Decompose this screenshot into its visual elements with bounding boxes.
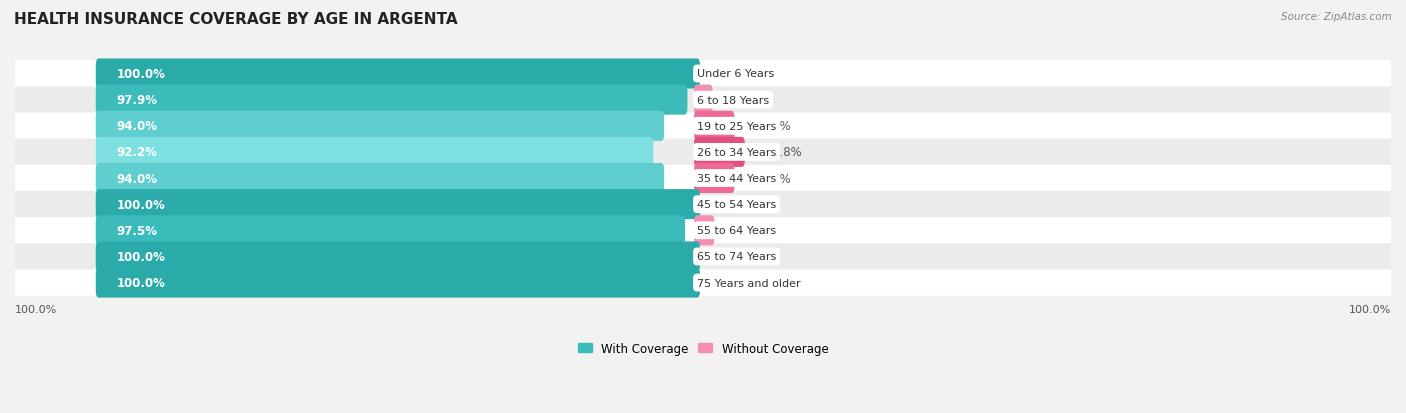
FancyBboxPatch shape <box>15 87 1391 114</box>
Text: 2.5%: 2.5% <box>741 224 770 237</box>
Text: 65 to 74 Years: 65 to 74 Years <box>697 252 776 262</box>
FancyBboxPatch shape <box>96 164 664 194</box>
Text: 0.0%: 0.0% <box>727 276 756 290</box>
Text: 19 to 25 Years: 19 to 25 Years <box>697 121 776 131</box>
Text: 97.5%: 97.5% <box>117 224 157 237</box>
Text: 97.9%: 97.9% <box>117 94 157 107</box>
FancyBboxPatch shape <box>96 59 700 89</box>
Text: 0.0%: 0.0% <box>727 250 756 263</box>
Text: HEALTH INSURANCE COVERAGE BY AGE IN ARGENTA: HEALTH INSURANCE COVERAGE BY AGE IN ARGE… <box>14 12 458 27</box>
FancyBboxPatch shape <box>15 166 1391 192</box>
Text: 26 to 34 Years: 26 to 34 Years <box>697 147 776 157</box>
FancyBboxPatch shape <box>96 190 700 220</box>
Text: 7.8%: 7.8% <box>772 146 801 159</box>
FancyBboxPatch shape <box>15 139 1391 166</box>
FancyBboxPatch shape <box>15 113 1391 140</box>
Text: 100.0%: 100.0% <box>117 198 166 211</box>
FancyBboxPatch shape <box>96 112 664 141</box>
FancyBboxPatch shape <box>695 164 734 194</box>
Text: 0.0%: 0.0% <box>727 68 756 81</box>
FancyBboxPatch shape <box>96 268 700 298</box>
Text: 6.0%: 6.0% <box>762 120 792 133</box>
Text: 35 to 44 Years: 35 to 44 Years <box>697 173 776 184</box>
Text: 100.0%: 100.0% <box>15 304 58 314</box>
FancyBboxPatch shape <box>15 244 1391 270</box>
Legend: With Coverage, Without Coverage: With Coverage, Without Coverage <box>578 342 828 355</box>
Text: 94.0%: 94.0% <box>117 172 157 185</box>
Text: 100.0%: 100.0% <box>1348 304 1391 314</box>
Text: 100.0%: 100.0% <box>117 250 166 263</box>
Text: 100.0%: 100.0% <box>117 276 166 290</box>
FancyBboxPatch shape <box>15 218 1391 244</box>
Text: 55 to 64 Years: 55 to 64 Years <box>697 226 776 236</box>
Text: 94.0%: 94.0% <box>117 120 157 133</box>
Text: 6 to 18 Years: 6 to 18 Years <box>697 95 769 105</box>
FancyBboxPatch shape <box>15 192 1391 218</box>
Text: 45 to 54 Years: 45 to 54 Years <box>697 199 776 210</box>
FancyBboxPatch shape <box>15 270 1391 296</box>
FancyBboxPatch shape <box>695 138 745 168</box>
FancyBboxPatch shape <box>695 216 714 246</box>
Text: 75 Years and older: 75 Years and older <box>697 278 800 288</box>
FancyBboxPatch shape <box>695 112 734 141</box>
Text: 6.0%: 6.0% <box>762 172 792 185</box>
Text: 100.0%: 100.0% <box>117 68 166 81</box>
Text: 92.2%: 92.2% <box>117 146 157 159</box>
FancyBboxPatch shape <box>695 85 713 115</box>
Text: 0.0%: 0.0% <box>727 198 756 211</box>
Text: 2.2%: 2.2% <box>740 94 769 107</box>
FancyBboxPatch shape <box>96 138 654 168</box>
FancyBboxPatch shape <box>96 242 700 272</box>
Text: Source: ZipAtlas.com: Source: ZipAtlas.com <box>1281 12 1392 22</box>
Text: Under 6 Years: Under 6 Years <box>697 69 775 79</box>
FancyBboxPatch shape <box>96 216 685 246</box>
FancyBboxPatch shape <box>96 85 688 115</box>
FancyBboxPatch shape <box>15 61 1391 88</box>
